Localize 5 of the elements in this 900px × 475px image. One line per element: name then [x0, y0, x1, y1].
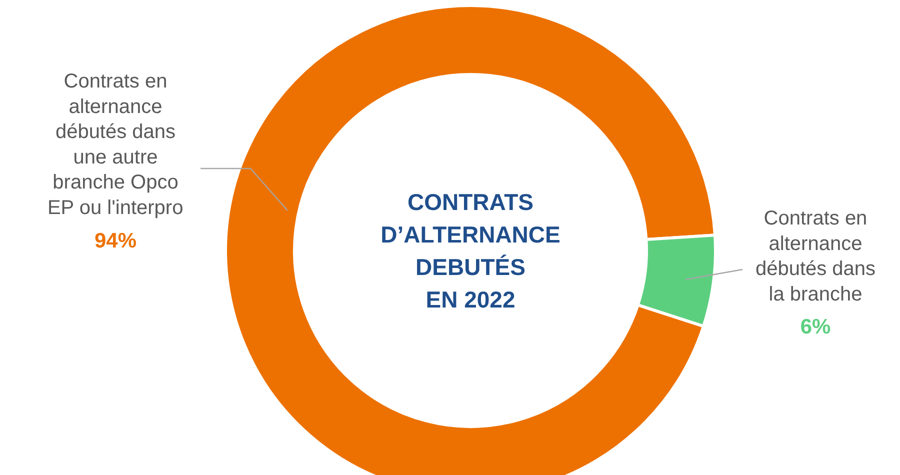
text: CONTRATS D’ALTERNANCE DEBUTÉS EN 2022 — [380, 188, 560, 312]
slice-label: Contrats en alternance débutés dans la branche — [755, 208, 876, 306]
data-label: 94% — [94, 230, 137, 252]
slice-label: Contrats en alternance débutés dans une autre branche Opco EP ou l'interpro — [47, 70, 184, 219]
data-label: 6% — [800, 316, 832, 338]
